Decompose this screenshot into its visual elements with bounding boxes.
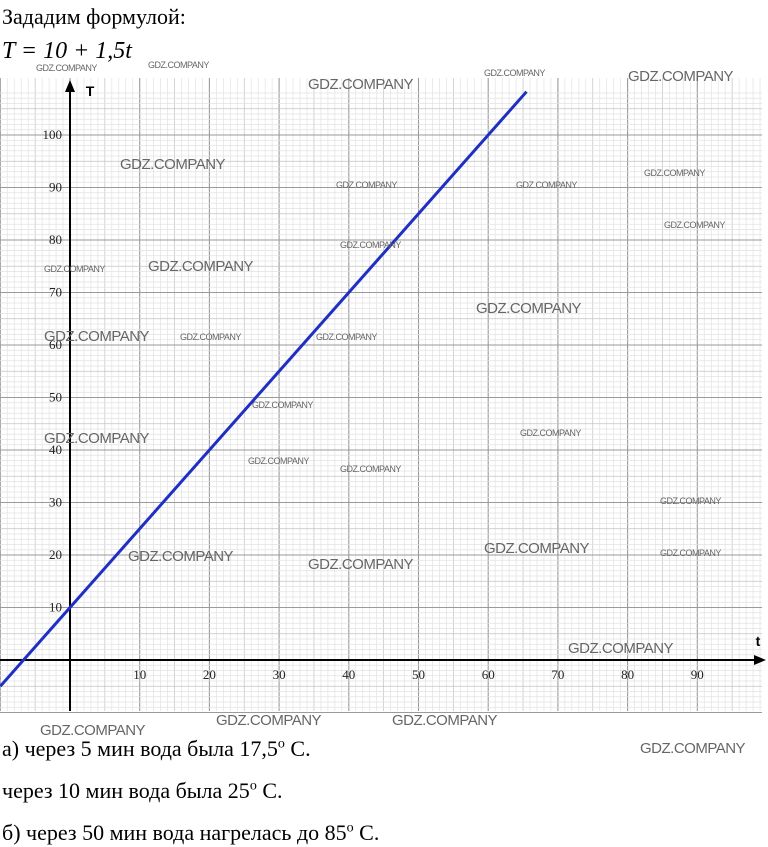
x-tick-label: 40 xyxy=(342,667,355,682)
watermark: GDZ.COMPANY xyxy=(36,63,97,73)
answer-a2: через 10 мин вода была 25о С. xyxy=(2,778,283,804)
watermark: GDZ.COMPANY xyxy=(128,548,234,565)
watermark: GDZ.COMPANY xyxy=(180,332,241,342)
watermark: GDZ.COMPANY xyxy=(484,540,590,557)
watermark: GDZ.COMPANY xyxy=(216,712,322,729)
y-tick-label: 40 xyxy=(49,442,62,457)
x-axis-arrow xyxy=(754,655,766,665)
x-tick-label: 90 xyxy=(691,667,704,682)
y-tick-label: 10 xyxy=(49,600,62,615)
y-tick-label: 20 xyxy=(49,547,62,562)
answer-b: б) через 50 мин вода нагрелась до 85о С. xyxy=(2,820,379,846)
x-tick-label: 10 xyxy=(133,667,146,682)
chart-series xyxy=(0,90,528,688)
watermark: GDZ.COMPANY xyxy=(44,264,105,274)
watermark: GDZ.COMPANY xyxy=(392,712,498,729)
watermark: GDZ.COMPANY xyxy=(568,640,674,657)
x-tick-label: 70 xyxy=(551,667,564,682)
formula-text: T = 10 + 1,5t xyxy=(2,38,132,64)
watermark: GDZ.COMPANY xyxy=(308,556,414,573)
x-tick-label: 80 xyxy=(621,667,634,682)
y-axis-arrow xyxy=(65,80,75,92)
answer-a2-text: через 10 мин вода была 25 xyxy=(2,778,250,803)
x-tick-label: 30 xyxy=(273,667,286,682)
watermark: GDZ.COMPANY xyxy=(628,68,734,85)
answer-a: а) через 5 мин вода была 17,5о С. xyxy=(2,736,311,762)
y-tick-label: 30 xyxy=(49,495,62,510)
watermark: GDZ.COMPANY xyxy=(336,180,397,190)
x-axis-label: t xyxy=(756,633,761,649)
y-tick-label: 100 xyxy=(43,127,63,142)
watermark: GDZ.COMPANY xyxy=(340,464,401,474)
watermark: GDZ.COMPANY xyxy=(40,722,146,739)
watermark: GDZ.COMPANY xyxy=(516,180,577,190)
watermark: GDZ.COMPANY xyxy=(252,400,313,410)
watermark: GDZ.COMPANY xyxy=(476,300,582,317)
watermark: GDZ.COMPANY xyxy=(316,332,377,342)
intro-text: Зададим формулой: xyxy=(2,4,186,29)
watermark: GDZ.COMPANY xyxy=(660,496,721,506)
y-tick-label: 50 xyxy=(49,390,62,405)
answer-a-text: а) через 5 мин вода была 17,5 xyxy=(2,736,278,761)
watermark: GDZ.COMPANY xyxy=(44,328,150,345)
answer-b-unit: С. xyxy=(359,820,380,845)
degree-mark: о xyxy=(277,736,285,752)
watermark: GDZ.COMPANY xyxy=(644,168,705,178)
watermark: GDZ.COMPANY xyxy=(120,156,226,173)
watermark: GDZ.COMPANY xyxy=(640,740,746,757)
answer-a2-unit: С. xyxy=(262,778,283,803)
y-axis-label: T xyxy=(86,83,95,99)
watermark: GDZ.COMPANY xyxy=(148,258,254,275)
answer-b-text: б) через 50 мин вода нагрелась до 85 xyxy=(2,820,347,845)
watermark: GDZ.COMPANY xyxy=(660,548,721,558)
watermark: GDZ.COMPANY xyxy=(664,220,725,230)
y-tick-label: 90 xyxy=(49,180,62,195)
y-tick-label: 60 xyxy=(49,337,62,352)
x-tick-label: 20 xyxy=(203,667,216,682)
degree-mark: о xyxy=(346,820,354,836)
chart-ticks: 10 20 30 40 50 60 70 80 90 10 20 30 40 50 60 70 80 90 100 xyxy=(43,127,704,682)
line-chart: tT 10 20 30 40 50 60 70 80 901020304050607080901… xyxy=(0,78,766,714)
y-tick-label: 70 xyxy=(49,285,62,300)
series-line xyxy=(0,90,528,688)
watermark: GDZ.COMPANY xyxy=(44,430,150,447)
watermark: GDZ.COMPANY xyxy=(520,428,581,438)
y-tick-label: 80 xyxy=(49,232,62,247)
answer-a-unit: С. xyxy=(290,736,311,761)
watermark: GDZ.COMPANY xyxy=(248,456,309,466)
x-tick-label: 60 xyxy=(482,667,495,682)
x-tick-label: 50 xyxy=(412,667,425,682)
watermark: GDZ.COMPANY xyxy=(340,240,401,250)
watermark: GDZ.COMPANY xyxy=(148,60,209,70)
watermark: GDZ.COMPANY xyxy=(484,68,545,78)
watermark: GDZ.COMPANY xyxy=(308,76,414,93)
degree-mark: о xyxy=(249,778,257,794)
